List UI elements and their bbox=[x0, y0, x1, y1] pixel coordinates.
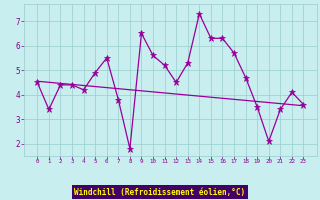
Text: Windchill (Refroidissement éolien,°C): Windchill (Refroidissement éolien,°C) bbox=[75, 188, 245, 196]
